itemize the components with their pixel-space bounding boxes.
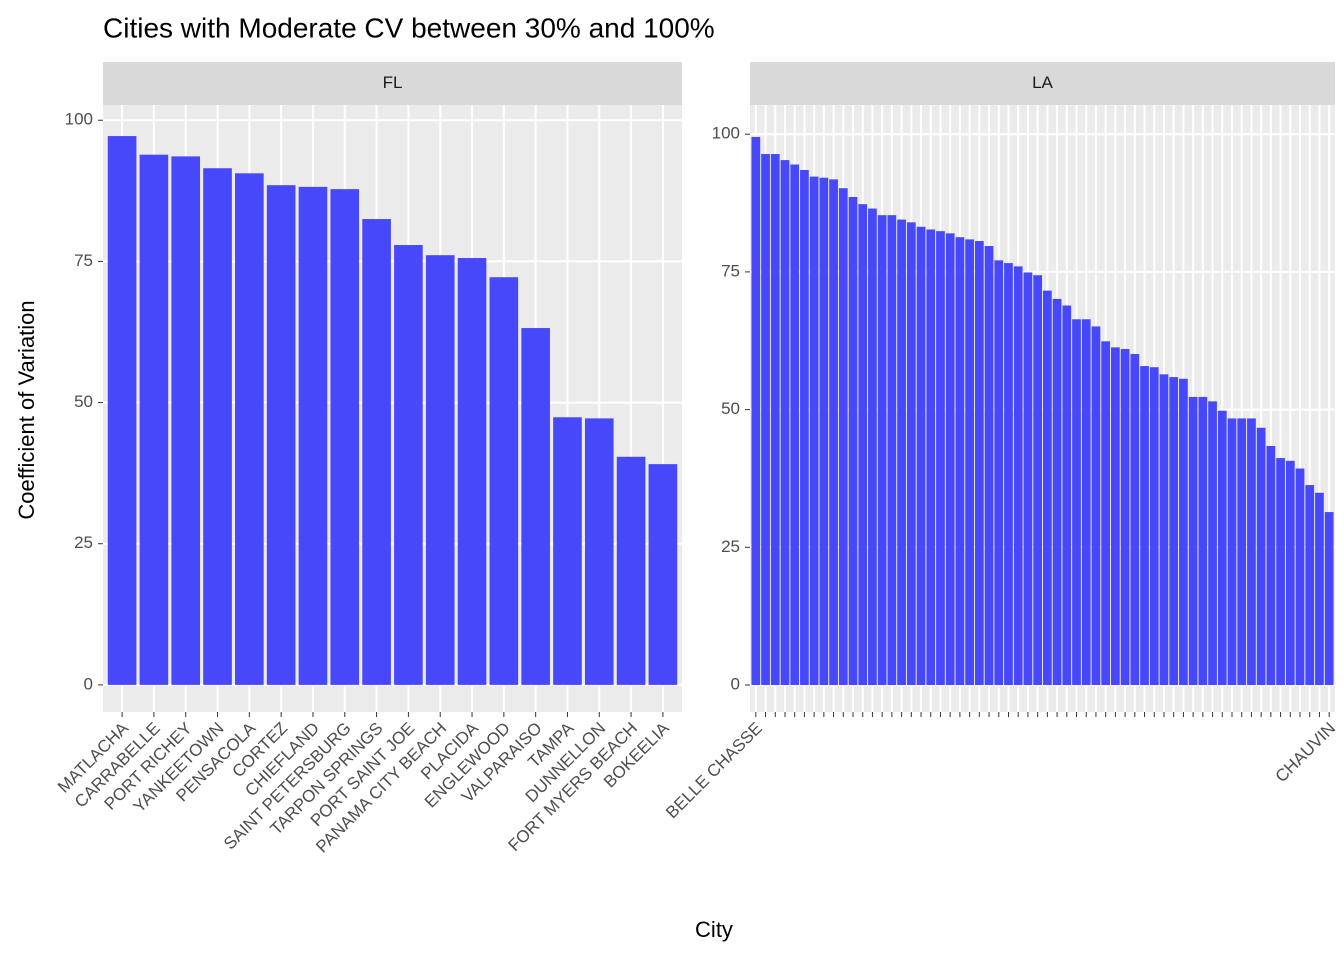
bar [616,456,646,685]
bar [877,215,887,686]
y-tick-label: 100 [712,124,740,143]
bar [984,246,994,686]
y-tick-label: 50 [74,392,93,411]
bar [1130,353,1140,686]
bar [107,136,137,685]
bar [887,215,897,686]
y-axis-title: Coefficient of Variation [14,300,39,519]
bar [1004,263,1013,686]
bar [1072,319,1081,686]
bar [1023,272,1033,686]
bar [1052,298,1062,686]
bar [1237,418,1247,686]
bar [1033,275,1043,686]
y-tick-label: 0 [731,674,740,693]
bar [425,255,455,685]
bar [1120,349,1130,686]
bar [829,179,838,686]
y-tick-label: 25 [721,537,740,556]
bar [926,229,936,686]
y-tick-label: 75 [721,261,740,280]
bar [965,239,974,686]
y-tick-label: 50 [721,399,740,418]
strip [103,62,682,105]
bar [916,226,926,686]
bar [457,258,487,685]
bar [955,237,965,686]
x-axis-title: City [695,917,733,942]
bar [1227,418,1237,686]
bar [800,169,809,686]
bar [1101,341,1111,686]
bar [266,185,296,685]
bar [936,231,945,686]
bar [994,260,1004,686]
bar [751,136,761,686]
bar [1324,512,1334,686]
bar [1295,468,1305,686]
bar [648,464,678,685]
bar [838,188,848,686]
bar [770,154,780,686]
chart-title: Cities with Moderate CV between 30% and … [103,12,715,43]
bar [780,160,790,686]
bar [1217,410,1227,686]
bar [819,177,829,686]
bar [235,173,264,685]
bar [974,241,984,686]
bar [553,417,582,685]
bar [1247,418,1256,686]
bar [139,154,169,685]
bar [489,277,519,685]
bar [848,196,858,686]
bar [1062,305,1072,686]
bar [394,245,423,685]
bar [1276,458,1285,686]
bar [897,219,906,686]
bar [1179,378,1188,686]
bar [521,328,550,685]
bar [1081,319,1091,686]
bar [1013,266,1023,686]
bar [858,204,868,686]
bar [790,164,800,686]
x-tick-label: CHAUVIN [1272,719,1340,787]
y-tick-label: 100 [65,110,93,129]
bar [1305,485,1315,686]
bar [1208,401,1217,686]
bar [1198,396,1208,686]
strip-label: FL [383,73,403,92]
bar [1256,427,1266,686]
y-tick-label: 75 [74,251,93,270]
bar [584,418,614,685]
bar [1285,460,1295,686]
bar [1266,445,1276,686]
bar [1111,347,1120,686]
y-tick-label: 0 [84,674,93,693]
bar [171,156,201,685]
bar [945,233,955,686]
strip [750,62,1335,105]
bar [1188,396,1198,686]
bar [1091,326,1101,686]
bar [203,168,232,685]
bar [1042,290,1052,686]
strip-label: LA [1032,73,1053,92]
bar [1149,367,1159,686]
x-tick-label: BELLE CHASSE [662,719,766,823]
bar [1169,377,1179,686]
bar [298,186,328,685]
bar [809,176,819,686]
bar [1315,492,1324,686]
y-tick-label: 25 [74,533,93,552]
bar [1159,374,1169,686]
bar [761,154,770,686]
bar [362,219,391,685]
bar [868,208,877,686]
bar [330,189,360,685]
bar [1140,366,1149,686]
bar [906,222,916,686]
